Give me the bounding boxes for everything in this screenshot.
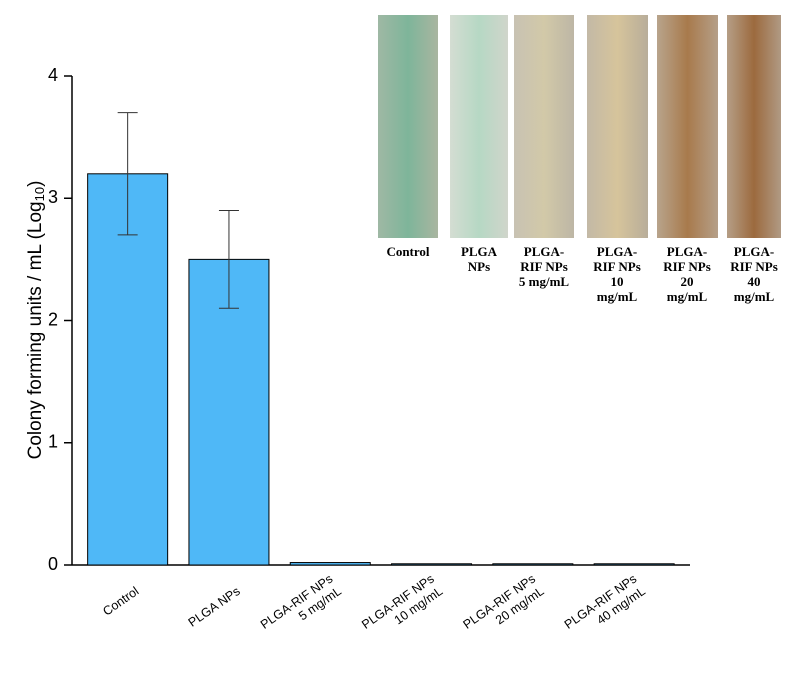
x-tick-label: Control	[100, 584, 141, 619]
tube-photo	[587, 15, 648, 238]
y-tick-label: 3	[48, 187, 58, 207]
tube-photo	[657, 15, 718, 238]
inset-label-line: mg/mL	[734, 289, 775, 304]
bar	[493, 564, 573, 565]
inset-label-line: PLGA	[461, 244, 498, 259]
bar	[290, 563, 370, 565]
y-label-subscript: 10	[32, 187, 47, 201]
y-tick-label: 2	[48, 309, 58, 329]
y-tick-label: 4	[48, 65, 58, 85]
x-tick-label: PLGA-RIF NPs20 mg/mL	[461, 572, 547, 644]
x-tick-label: PLGA-RIF NPs10 mg/mL	[359, 572, 445, 644]
inset-label-line: mg/mL	[597, 289, 638, 304]
inset-label-line: 5 mg/mL	[519, 274, 570, 289]
x-tick-label: PLGA NPs	[186, 584, 243, 630]
inset-label-line: PLGA-	[597, 244, 637, 259]
tube-photo	[514, 15, 574, 238]
tube-photo	[378, 15, 438, 238]
y-axis-label: Colony forming units / mL (Log10)	[25, 181, 47, 460]
y-label-text: )	[25, 181, 46, 187]
y-tick-label: 0	[48, 554, 58, 574]
bar	[392, 564, 472, 565]
inset-label-line: RIF NPs	[730, 259, 778, 274]
x-tick-label: PLGA-RIF NPs5 mg/mL	[258, 572, 344, 644]
page: Colony forming units / mL (Log10) 01234C…	[0, 0, 798, 673]
y-label-text: Colony forming units / mL (Log	[25, 201, 46, 459]
x-tick-label-line: Control	[100, 584, 141, 619]
inset-label-line: RIF NPs	[593, 259, 641, 274]
inset-label: Control	[386, 244, 429, 259]
bar	[594, 564, 674, 565]
tube-photo	[450, 15, 508, 238]
inset-label-line: PLGA-	[667, 244, 707, 259]
y-tick-label: 1	[48, 432, 58, 452]
inset-label-line: Control	[386, 244, 429, 259]
inset-label-line: RIF NPs	[663, 259, 711, 274]
inset-label-line: PLGA-	[734, 244, 774, 259]
x-tick-label: PLGA-RIF NPs40 mg/mL	[562, 572, 648, 644]
inset-label-line: 10	[611, 274, 624, 289]
inset-label-line: 20	[681, 274, 694, 289]
chart: Colony forming units / mL (Log10) 01234C…	[0, 0, 798, 673]
inset-label-line: mg/mL	[667, 289, 708, 304]
x-tick-label-line: PLGA NPs	[186, 584, 243, 630]
inset-label-line: NPs	[468, 259, 490, 274]
inset-label-line: 40	[748, 274, 761, 289]
inset-photos	[378, 15, 781, 238]
inset-label-line: RIF NPs	[520, 259, 568, 274]
tube-photo	[727, 15, 781, 238]
inset-label-line: PLGA-	[524, 244, 564, 259]
